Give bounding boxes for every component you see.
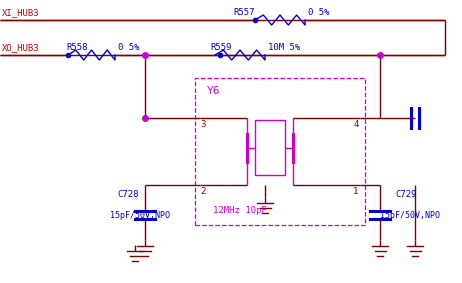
Text: 10M 5%: 10M 5% — [268, 43, 300, 52]
Text: 12MHz 10pF: 12MHz 10pF — [213, 206, 267, 215]
Text: 15pF/50V,NPO: 15pF/50V,NPO — [380, 211, 440, 220]
Text: R558: R558 — [66, 43, 87, 52]
Text: XO_HUB3: XO_HUB3 — [2, 43, 40, 52]
Text: Y6: Y6 — [207, 86, 220, 96]
Text: 1: 1 — [353, 187, 359, 196]
Text: C728: C728 — [117, 190, 139, 199]
Text: 0 5%: 0 5% — [118, 43, 140, 52]
Text: 3: 3 — [200, 120, 206, 129]
Text: 4: 4 — [353, 120, 359, 129]
Text: 0 5%: 0 5% — [308, 8, 329, 17]
Text: R559: R559 — [210, 43, 231, 52]
Bar — [255, 120, 285, 175]
Text: R557: R557 — [233, 8, 255, 17]
Text: 15pF/50V,NPO: 15pF/50V,NPO — [110, 211, 170, 220]
Text: C729: C729 — [395, 190, 417, 199]
Bar — [195, 78, 365, 225]
Text: XI_HUB3: XI_HUB3 — [2, 8, 40, 17]
Text: 2: 2 — [200, 187, 206, 196]
